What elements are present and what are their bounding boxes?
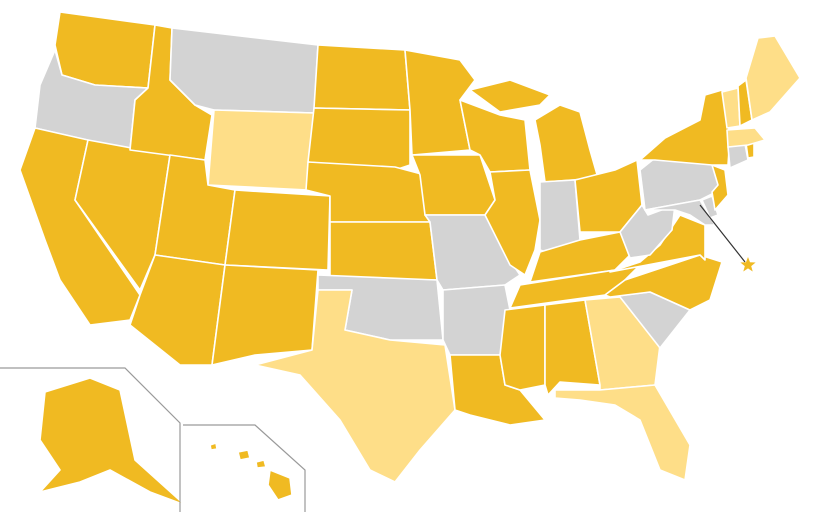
state-hi[interactable] (209, 442, 218, 451)
state-mi[interactable] (469, 79, 551, 113)
state-ak[interactable] (39, 377, 186, 506)
state-ct[interactable] (727, 143, 749, 169)
state-sd[interactable] (307, 107, 411, 171)
state-hi[interactable] (267, 469, 293, 501)
state-wv[interactable] (619, 204, 676, 259)
state-nd[interactable] (313, 44, 411, 111)
state-ia[interactable] (411, 154, 496, 216)
state-md[interactable] (644, 199, 716, 226)
alaska-inset-border (0, 367, 181, 512)
state-fl[interactable] (554, 384, 691, 481)
state-nc[interactable] (604, 254, 723, 311)
state-ma[interactable] (726, 127, 766, 148)
state-hi[interactable] (237, 449, 251, 461)
dc-pointer-line (699, 204, 746, 263)
state-hi[interactable] (255, 459, 267, 469)
state-tx[interactable] (254, 289, 456, 483)
state-il[interactable] (484, 169, 541, 276)
state-ms[interactable] (499, 304, 546, 391)
state-ar[interactable] (442, 284, 511, 356)
state-wy[interactable] (207, 109, 315, 191)
state-me[interactable] (745, 35, 801, 121)
state-co[interactable] (224, 189, 331, 271)
state-va[interactable] (609, 214, 706, 273)
state-nm[interactable] (211, 264, 319, 366)
state-mt[interactable] (169, 27, 319, 114)
states-layer (19, 11, 801, 506)
state-nj[interactable] (711, 164, 729, 211)
state-de[interactable] (701, 195, 719, 219)
state-mi[interactable] (534, 104, 599, 183)
hawaii-inset-border (183, 424, 306, 512)
dc-star-icon[interactable] (740, 257, 756, 272)
state-ks[interactable] (329, 221, 438, 281)
state-ny[interactable] (639, 89, 731, 166)
